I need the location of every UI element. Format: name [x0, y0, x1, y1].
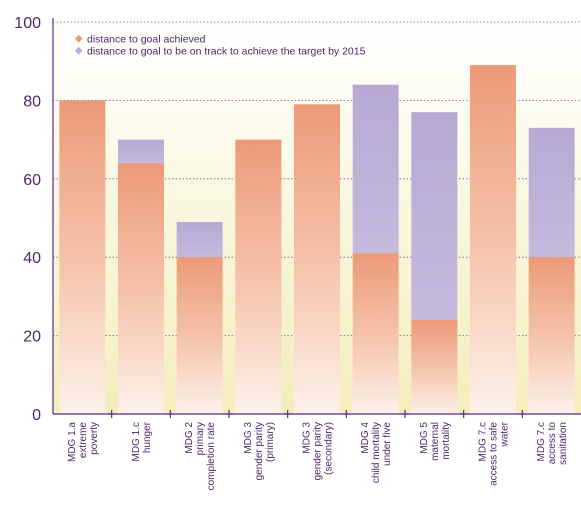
- category-label-line: MDG 3: [243, 422, 254, 454]
- category-label-line: primary: [195, 422, 206, 455]
- category-label-line: MDG 7.c: [536, 422, 547, 461]
- bars: [59, 65, 575, 415]
- bar-on-track-7: [411, 112, 458, 320]
- category-label-line: water: [500, 421, 511, 447]
- category-label-line: MDG 3: [302, 422, 313, 454]
- category-label-line: MDG 7.c: [478, 422, 489, 461]
- category-label-line: MDG 1.c: [131, 422, 142, 461]
- y-tick-label-20: 20: [23, 329, 41, 346]
- bar-achieved-1: [59, 100, 106, 415]
- category-label-line: mortality: [441, 422, 452, 460]
- category-label-line: child mortality: [371, 422, 382, 483]
- bar-on-track-6: [352, 84, 399, 254]
- bar-on-track-9: [528, 127, 575, 258]
- category-label-line: under five: [382, 422, 393, 466]
- category-label-line: extreme: [78, 422, 89, 459]
- category-label-line: MDG 5: [419, 422, 430, 454]
- bar-achieved-3: [176, 257, 223, 414]
- category-label-line: gender parity: [254, 422, 265, 480]
- category-label-7: MDG 5 maternal mortality: [419, 422, 452, 461]
- y-tick-label-100: 100: [14, 15, 41, 32]
- category-label-line: hunger: [142, 421, 153, 453]
- category-label-line: (primary): [265, 422, 276, 462]
- bar-achieved-4: [235, 139, 282, 414]
- axes: [52, 18, 581, 418]
- y-tick-label-0: 0: [32, 407, 41, 424]
- category-label-5: MDG 3 gender parity (secondary): [302, 422, 335, 481]
- category-label-line: (secondary): [324, 422, 335, 475]
- y-tick-label-80: 80: [23, 93, 41, 110]
- category-label-3: MDG 2 primary completion rate: [184, 422, 217, 491]
- category-label-line: sanitation: [558, 422, 569, 465]
- y-tick-label-40: 40: [23, 250, 41, 267]
- bar-achieved-2: [118, 163, 164, 414]
- bar-on-track-3: [176, 221, 223, 258]
- category-label-line: access to: [547, 422, 558, 465]
- category-label-line: poverty: [89, 422, 100, 455]
- legend-label-1: distance to goal achieved: [87, 34, 206, 46]
- y-tick-label-60: 60: [23, 172, 41, 189]
- category-label-line: MDG 1.a: [67, 422, 78, 462]
- bar-achieved-9: [528, 257, 575, 414]
- y-tick-labels: 0 20 40 60 80 100: [14, 15, 41, 424]
- category-label-line: gender parity: [313, 422, 324, 480]
- category-label-line: access to safe: [489, 422, 500, 486]
- category-label-8: MDG 7.c access to safe water: [478, 421, 511, 486]
- bar-achieved-7: [411, 319, 458, 414]
- bar-achieved-8: [470, 65, 516, 415]
- category-label-2: MDG 1.c hunger: [131, 421, 153, 461]
- legend-label-2: distance to goal to be on track to achie…: [87, 46, 366, 58]
- category-label-1: MDG 1.a extreme poverty: [67, 422, 100, 462]
- legend-marker-2: [74, 46, 83, 55]
- category-label-line: MDG 2: [184, 422, 195, 454]
- category-label-line: maternal: [430, 422, 441, 461]
- category-label-4: MDG 3 gender parity (primary): [243, 422, 276, 481]
- category-label-6: MDG 4 child mortality under five: [360, 422, 393, 484]
- bar-on-track-2: [118, 139, 164, 164]
- bar-achieved-6: [352, 253, 399, 414]
- category-label-9: MDG 7.c access to sanitation: [536, 422, 569, 465]
- category-label-line: completion rate: [206, 422, 217, 491]
- category-label-line: MDG 4: [360, 422, 371, 454]
- legend-marker-1: [74, 34, 83, 43]
- bar-achieved-5: [294, 104, 340, 414]
